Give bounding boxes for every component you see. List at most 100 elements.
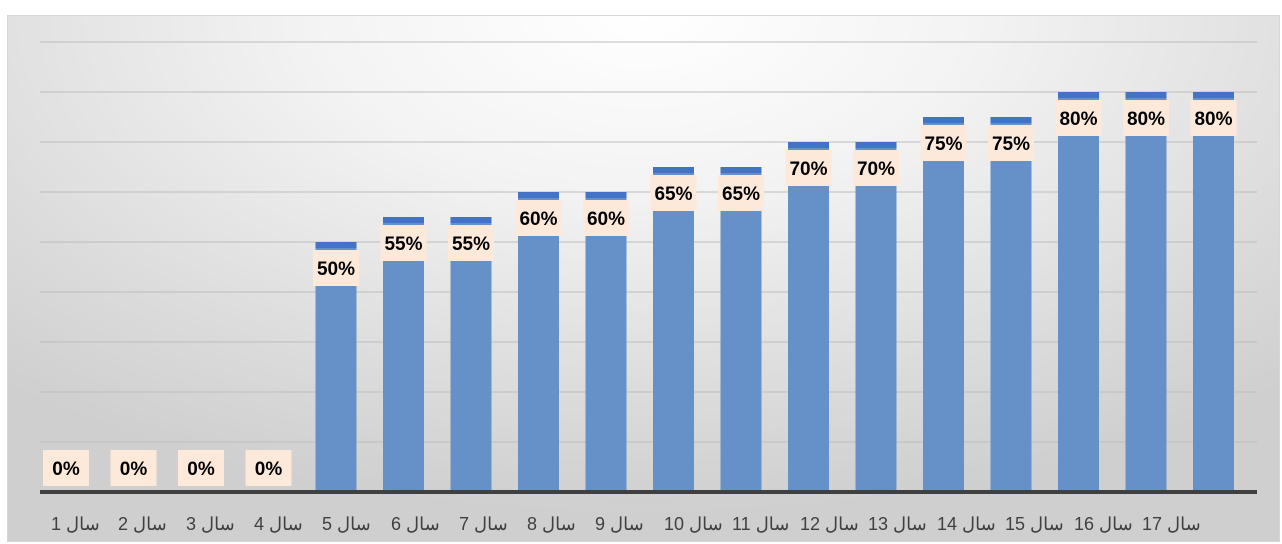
bar <box>720 167 762 492</box>
data-label-background <box>1055 100 1102 136</box>
x-tick-label: 6 سال <box>391 514 440 534</box>
data-label: 0% <box>43 450 89 486</box>
x-tick-label: 13 سال <box>868 514 927 534</box>
data-label-background <box>313 250 359 286</box>
data-label: 60% <box>583 200 629 236</box>
data-label-background <box>718 175 764 211</box>
data-label-background <box>785 150 832 186</box>
data-label-text: 55% <box>452 234 490 255</box>
data-label-background <box>110 450 157 486</box>
bar-top-edge <box>518 192 559 198</box>
data-label-background <box>853 150 899 186</box>
data-label-text: 0% <box>255 459 283 480</box>
data-label-background <box>178 450 224 486</box>
data-label-background <box>245 450 292 486</box>
x-tick-label: 1 سال <box>51 514 100 534</box>
bar-top-edge <box>990 117 1032 123</box>
data-label-background <box>988 125 1034 161</box>
data-label-text: 75% <box>924 134 962 155</box>
bar <box>518 192 559 492</box>
data-label-background <box>583 200 629 236</box>
x-tick-label: 12 سال <box>800 514 859 534</box>
data-label-text: 60% <box>587 209 625 230</box>
data-label-text: 65% <box>654 184 692 205</box>
bar-top-edge <box>1125 92 1167 98</box>
data-label: 0% <box>178 450 224 486</box>
gridlines <box>40 41 1257 443</box>
data-label: 50% <box>313 250 359 286</box>
data-label-background <box>920 125 967 161</box>
x-tick-label: 10 سال <box>664 514 723 534</box>
data-label: 80% <box>1123 100 1169 136</box>
data-label-text: 65% <box>722 184 760 205</box>
bar <box>1125 92 1167 492</box>
data-label: 80% <box>1190 100 1237 136</box>
x-tick-label: 16 سال <box>1074 514 1133 534</box>
bar-top-edge <box>720 167 762 173</box>
bar-top-edge <box>923 117 964 123</box>
data-label: 70% <box>785 150 832 186</box>
data-label-text: 70% <box>857 159 895 180</box>
bar <box>788 142 829 492</box>
data-label-background <box>650 175 697 211</box>
data-label-text: 75% <box>992 134 1030 155</box>
bar-top-edge <box>855 142 897 148</box>
bar-top-edge <box>383 217 424 223</box>
bar-top-edge <box>1193 92 1234 98</box>
x-tick-label: 7 سال <box>459 514 508 534</box>
data-label-background <box>1190 100 1237 136</box>
data-label-text: 50% <box>317 259 355 280</box>
bar-top-edge <box>653 167 694 173</box>
data-label: 0% <box>245 450 292 486</box>
bar <box>653 167 694 492</box>
data-label: 75% <box>920 125 967 161</box>
bar-top-edge <box>450 217 492 223</box>
x-tick-label: 15 سال <box>1005 514 1064 534</box>
bar-top-edge <box>585 192 627 198</box>
data-label: 0% <box>110 450 157 486</box>
data-label-text: 70% <box>789 159 827 180</box>
bar <box>585 192 627 492</box>
data-label: 75% <box>988 125 1034 161</box>
data-label: 65% <box>718 175 764 211</box>
data-label: 65% <box>650 175 697 211</box>
data-label: 80% <box>1055 100 1102 136</box>
data-label-background <box>380 225 427 261</box>
bar-top-edge <box>788 142 829 148</box>
data-label-text: 55% <box>384 234 422 255</box>
data-label: 55% <box>380 225 427 261</box>
x-tick-label: 4 سال <box>254 514 303 534</box>
bar <box>450 217 492 492</box>
x-tick-label: 9 سال <box>595 514 644 534</box>
bar <box>990 117 1032 492</box>
data-labels: 0% 0% 0% 0% 50% 55% 55% 60% 60% 65% 65% 70% 70% 75% 75… <box>43 100 1237 486</box>
bar <box>1193 92 1234 492</box>
bar <box>383 217 424 492</box>
data-label-text: 0% <box>187 459 215 480</box>
x-tick-labels: 1 سال 2 سال 3 سال 4 سال 5 سال 6 سال 7 سال 8 سال… <box>51 514 1201 534</box>
data-label-background <box>515 200 562 236</box>
data-label: 70% <box>853 150 899 186</box>
x-tick-label: 5 سال <box>322 514 371 534</box>
data-label-background <box>1123 100 1169 136</box>
x-tick-label: 3 سال <box>186 514 235 534</box>
bar-top-edge <box>315 242 357 248</box>
bar-top-edge <box>1058 92 1099 98</box>
data-label-background <box>43 450 89 486</box>
data-label-text: 80% <box>1059 109 1097 130</box>
x-tick-label: 2 سال <box>118 514 167 534</box>
data-label: 60% <box>515 200 562 236</box>
bar <box>1058 92 1099 492</box>
x-tick-label: 11 سال <box>732 514 789 534</box>
data-label-text: 80% <box>1127 109 1165 130</box>
bar <box>923 117 964 492</box>
x-tick-label: 14 سال <box>937 514 996 534</box>
x-tick-label: 17 سال <box>1142 514 1201 534</box>
x-tick-label: 8 سال <box>527 514 576 534</box>
data-label-text: 60% <box>519 209 557 230</box>
data-label-text: 0% <box>52 459 80 480</box>
data-label-text: 0% <box>120 459 148 480</box>
data-label: 55% <box>448 225 494 261</box>
bar <box>855 142 897 492</box>
